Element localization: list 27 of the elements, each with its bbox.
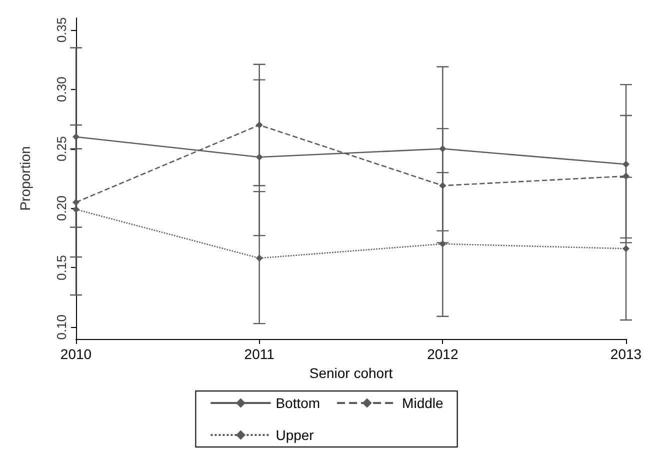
x-tick-label: 2011 — [244, 346, 275, 362]
y-tick-label: 0.10 — [54, 314, 69, 340]
x-tick-label: 2010 — [60, 346, 92, 362]
y-tick-label: 0.20 — [54, 196, 69, 221]
legend-label: Bottom — [276, 395, 320, 411]
point — [72, 206, 80, 213]
point — [439, 240, 446, 248]
point — [256, 254, 263, 262]
y-tick-label: 0.35 — [54, 17, 69, 43]
point — [439, 182, 446, 190]
x-axis-title: Senior cohort — [309, 364, 393, 381]
point — [622, 160, 630, 168]
x-tick-label: 2013 — [610, 346, 642, 362]
point — [622, 172, 630, 180]
point — [72, 198, 80, 206]
y-axis-title: Proportion — [17, 146, 33, 211]
point — [439, 145, 446, 152]
y-tick-label: 0.30 — [54, 76, 69, 102]
y-tick-label: 0.25 — [54, 136, 69, 162]
point — [72, 133, 80, 140]
point — [256, 154, 263, 161]
y-tick-label: 0.15 — [54, 255, 69, 280]
legend-label: Middle — [402, 395, 444, 411]
x-tick-label: 2012 — [427, 346, 458, 362]
legend-label: Upper — [276, 427, 314, 443]
point — [622, 245, 630, 252]
point — [256, 122, 263, 128]
